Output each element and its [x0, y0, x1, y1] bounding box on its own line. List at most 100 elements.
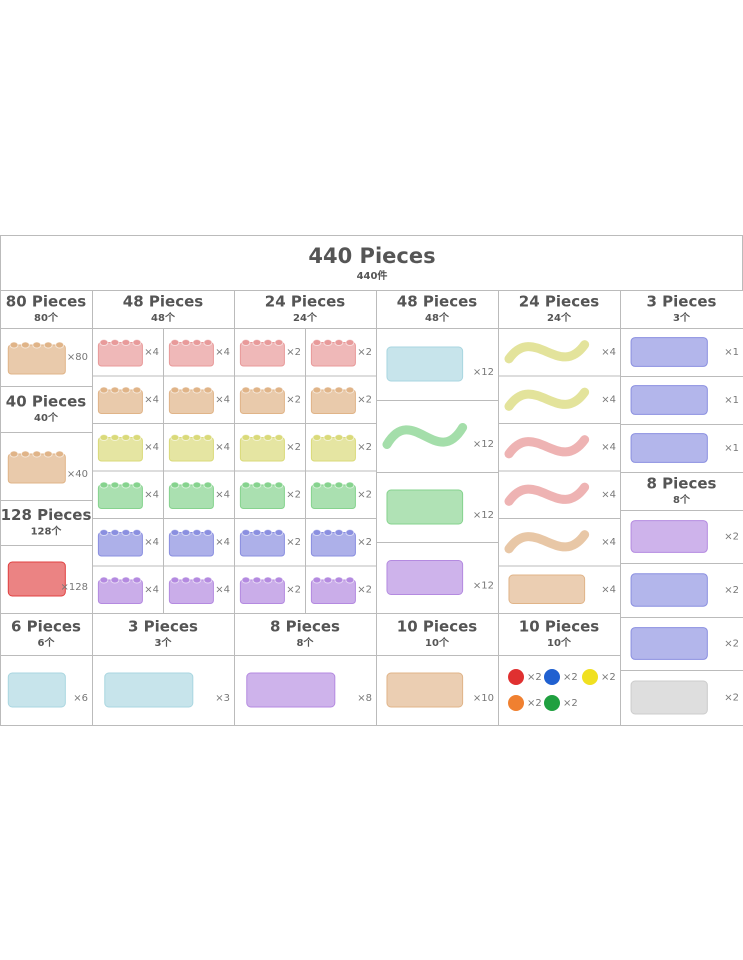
piece-stud: [203, 576, 213, 584]
piece-stud: [274, 576, 284, 584]
piece-stud: [192, 529, 202, 536]
item-count: ×2: [286, 537, 301, 548]
piece-stud: [345, 386, 355, 394]
item-count: ×12: [473, 510, 494, 521]
piece-icon: [246, 672, 336, 708]
item-count: ×2: [286, 584, 301, 595]
item-count: ×4: [215, 537, 230, 548]
piece-icon: [104, 672, 194, 708]
piece-stud: [110, 481, 120, 489]
piece-stud: [241, 339, 251, 346]
piece-stud: [55, 450, 65, 458]
group-subtitle: 24个: [547, 311, 572, 324]
piece-stud: [181, 576, 191, 584]
piece-stud: [132, 529, 142, 536]
piece-stud: [170, 339, 180, 346]
piece-stud: [99, 576, 109, 584]
piece-stud: [170, 576, 180, 584]
piece-stud: [312, 576, 322, 584]
piece-stud: [170, 529, 180, 536]
piece-stud: [110, 576, 120, 584]
item-count: ×6: [73, 693, 88, 704]
piece-stud: [241, 529, 251, 536]
piece-stud: [334, 481, 344, 489]
piece-stud: [192, 576, 202, 584]
piece-stud: [203, 434, 213, 441]
piece-icon: [239, 389, 285, 414]
item-count: ×4: [601, 537, 616, 548]
piece-icon: [504, 435, 590, 459]
piece-icon: [239, 579, 285, 604]
item-count: ×2: [724, 639, 739, 650]
piece-stud: [345, 434, 355, 441]
item-count: ×2: [724, 532, 739, 543]
piece-stud: [334, 339, 344, 346]
item-count: ×12: [473, 367, 494, 378]
piece-stud: [132, 434, 142, 441]
piece-stud: [263, 339, 273, 346]
piece-icon: [310, 389, 356, 414]
piece-stud: [312, 434, 322, 441]
piece-stud: [99, 529, 109, 536]
piece-stud: [323, 434, 333, 441]
piece-icon: [310, 532, 356, 557]
item-count: ×4: [215, 394, 230, 405]
piece-icon: [97, 532, 143, 557]
group-title: 8 Pieces: [270, 618, 340, 636]
group-subtitle: 40个: [34, 411, 59, 424]
piece-icon: [239, 532, 285, 557]
piece-stud: [192, 339, 202, 346]
item-count: ×4: [144, 584, 159, 595]
piece-stud: [99, 339, 109, 346]
piece-icon: [630, 433, 708, 463]
piece-icon: [386, 560, 464, 595]
piece-icon: [386, 489, 464, 525]
piece-icon: [97, 342, 143, 367]
piece-stud: [132, 576, 142, 584]
piece-stud: [43, 341, 53, 349]
item-count: ×4: [144, 347, 159, 358]
item-count: ×2: [724, 585, 739, 596]
sheet-subtitle: 440件: [357, 269, 388, 282]
piece-stud: [263, 529, 273, 536]
piece-stud: [252, 576, 262, 584]
piece-stud: [32, 341, 42, 349]
item-count: ×4: [601, 442, 616, 453]
piece-icon: [508, 669, 524, 685]
piece-stud: [181, 434, 191, 441]
piece-stud: [121, 339, 131, 346]
group-subtitle: 10个: [547, 636, 572, 649]
item-count: ×2: [286, 347, 301, 358]
group-subtitle: 10个: [425, 636, 450, 649]
item-count: ×4: [144, 394, 159, 405]
piece-icon: [310, 342, 356, 367]
piece-stud: [274, 339, 284, 346]
group-subtitle: 8个: [297, 636, 315, 649]
piece-icon: [504, 530, 590, 554]
piece-stud: [274, 529, 284, 536]
item-count: ×2: [527, 672, 542, 683]
group-title: 40 Pieces: [6, 393, 86, 411]
piece-icon: [630, 337, 708, 367]
group-subtitle: 48个: [425, 311, 450, 324]
piece-stud: [323, 529, 333, 536]
piece-icon: [544, 669, 560, 685]
piece-stud: [263, 576, 273, 584]
group-subtitle: 48个: [151, 311, 176, 324]
piece-icon: [239, 484, 285, 509]
piece-stud: [345, 339, 355, 346]
piece-stud: [252, 339, 262, 346]
piece-stud: [203, 386, 213, 394]
piece-icon: [310, 437, 356, 462]
piece-icon: [239, 342, 285, 367]
item-count: ×2: [357, 537, 372, 548]
piece-stud: [121, 434, 131, 441]
piece-stud: [345, 481, 355, 489]
piece-stud: [252, 386, 262, 394]
item-count: ×12: [473, 581, 494, 592]
piece-stud: [110, 386, 120, 394]
group-subtitle: 80个: [34, 311, 59, 324]
piece-stud: [334, 434, 344, 441]
piece-stud: [20, 341, 30, 349]
piece-icon: [630, 627, 708, 660]
